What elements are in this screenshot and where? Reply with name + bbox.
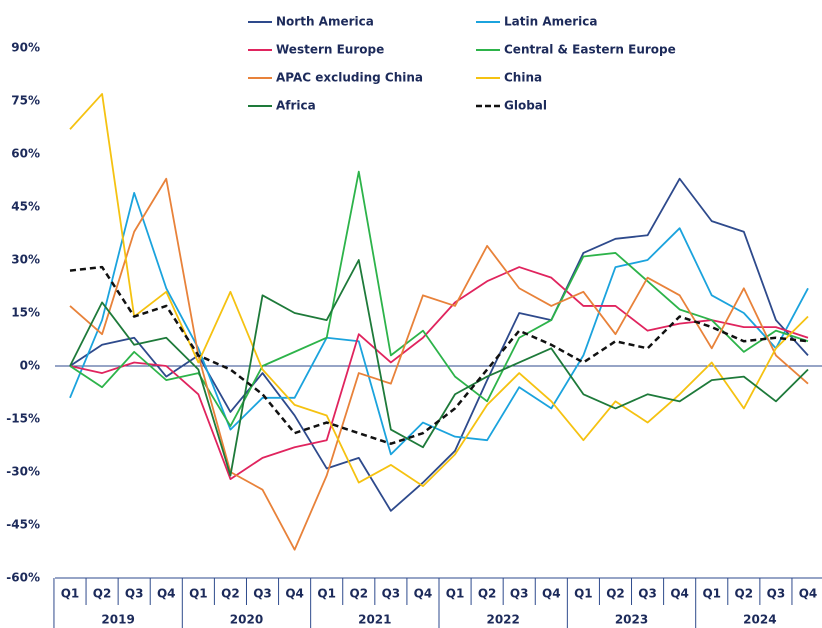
y-tick-label: 0% xyxy=(20,359,40,373)
x-tick-label: Q3 xyxy=(767,587,786,601)
x-tick-label: Q3 xyxy=(253,587,272,601)
series-line xyxy=(69,266,809,480)
legend-label: North America xyxy=(276,15,374,29)
y-tick-label: 30% xyxy=(11,253,40,267)
x-tick-label: Q2 xyxy=(735,587,754,601)
x-tick-label: Q4 xyxy=(799,587,818,601)
x-tick-label: Q4 xyxy=(157,587,176,601)
x-tick-label: Q1 xyxy=(317,587,336,601)
legend-label: Central & Eastern Europe xyxy=(504,43,676,57)
series-line xyxy=(69,177,809,512)
x-tick-label: Q4 xyxy=(542,587,561,601)
x-group-label: 2024 xyxy=(743,613,776,627)
x-tick-label: Q1 xyxy=(574,587,593,601)
x-tick-label: Q1 xyxy=(189,587,208,601)
legend-label: Global xyxy=(504,99,547,113)
series-line xyxy=(69,177,809,551)
legend-label: Africa xyxy=(276,99,316,113)
x-group-label: 2022 xyxy=(486,613,519,627)
series-line xyxy=(69,170,809,427)
series-line xyxy=(69,265,809,445)
legend-label: APAC excluding China xyxy=(276,71,423,85)
legend-label: Latin America xyxy=(504,15,598,29)
x-tick-label: Q4 xyxy=(670,587,689,601)
x-tick-label: Q2 xyxy=(350,587,369,601)
y-tick-label: 60% xyxy=(11,147,40,161)
y-tick-label: 45% xyxy=(11,200,40,214)
x-group-label: 2020 xyxy=(230,613,263,627)
y-tick-label: 15% xyxy=(11,306,40,320)
legend-label: Western Europe xyxy=(276,43,384,57)
y-tick-label: -15% xyxy=(6,412,40,426)
x-tick-label: Q2 xyxy=(606,587,625,601)
x-tick-label: Q1 xyxy=(702,587,721,601)
x-tick-label: Q4 xyxy=(414,587,433,601)
x-tick-label: Q2 xyxy=(478,587,497,601)
x-group-label: 2021 xyxy=(358,613,391,627)
x-tick-label: Q3 xyxy=(638,587,657,601)
y-tick-label: -30% xyxy=(6,465,40,479)
y-tick-label: -45% xyxy=(6,518,40,532)
y-tick-label: 90% xyxy=(11,41,40,55)
series-line xyxy=(69,191,809,456)
x-tick-label: Q3 xyxy=(382,587,401,601)
x-tick-label: Q3 xyxy=(125,587,144,601)
series-line xyxy=(69,93,809,488)
x-tick-label: Q1 xyxy=(446,587,465,601)
y-tick-label: -60% xyxy=(6,571,40,585)
x-tick-label: Q1 xyxy=(61,587,80,601)
x-tick-label: Q2 xyxy=(93,587,112,601)
legend-label: China xyxy=(504,71,542,85)
x-tick-label: Q3 xyxy=(510,587,529,601)
x-group-label: 2019 xyxy=(101,613,134,627)
y-tick-label: 75% xyxy=(11,94,40,108)
x-tick-label: Q4 xyxy=(285,587,304,601)
x-group-label: 2023 xyxy=(615,613,648,627)
x-tick-label: Q2 xyxy=(221,587,240,601)
